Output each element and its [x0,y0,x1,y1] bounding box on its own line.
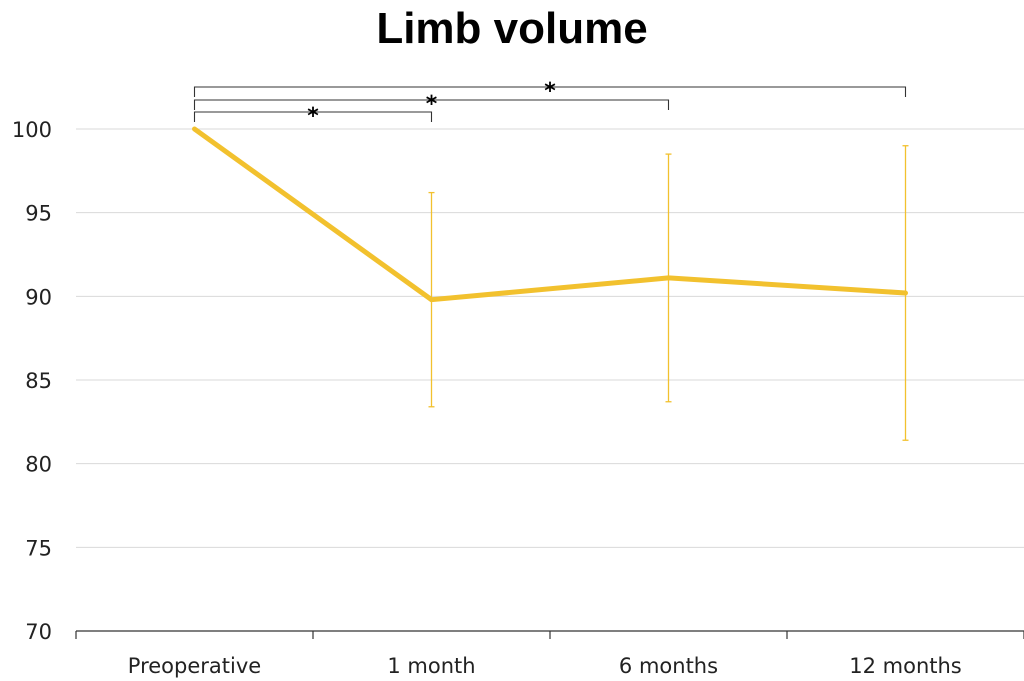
significance-label: * [426,92,438,117]
x-tick-label: 6 months [619,654,718,678]
x-tick-label: Preoperative [128,654,261,678]
y-tick-label: 90 [25,285,52,309]
y-tick-label: 85 [25,369,52,393]
series-line [192,126,908,303]
significance-bracket [193,99,670,110]
x-tick-label: 12 months [849,654,962,678]
x-tick-labels: Preoperative 1 month 6 months 12 months [128,654,962,678]
x-tick-label: 1 month [387,654,475,678]
series-line-group [192,126,908,303]
y-tick-label: 75 [25,536,52,560]
chart-title: Limb volume [376,4,648,53]
x-axis [75,630,1024,639]
significance-brackets: * * * [193,79,907,129]
gridlines [76,128,1024,548]
y-tick-label: 80 [25,453,52,477]
significance-label: * [544,79,556,104]
significance-bracket [193,86,907,97]
y-tick-label: 100 [12,118,52,142]
significance-label: * [307,104,319,129]
y-tick-labels: 70 75 80 85 90 95 100 [12,118,52,644]
y-tick-label: 70 [25,620,52,644]
significance-bracket [193,111,433,122]
y-tick-label: 95 [25,202,52,226]
